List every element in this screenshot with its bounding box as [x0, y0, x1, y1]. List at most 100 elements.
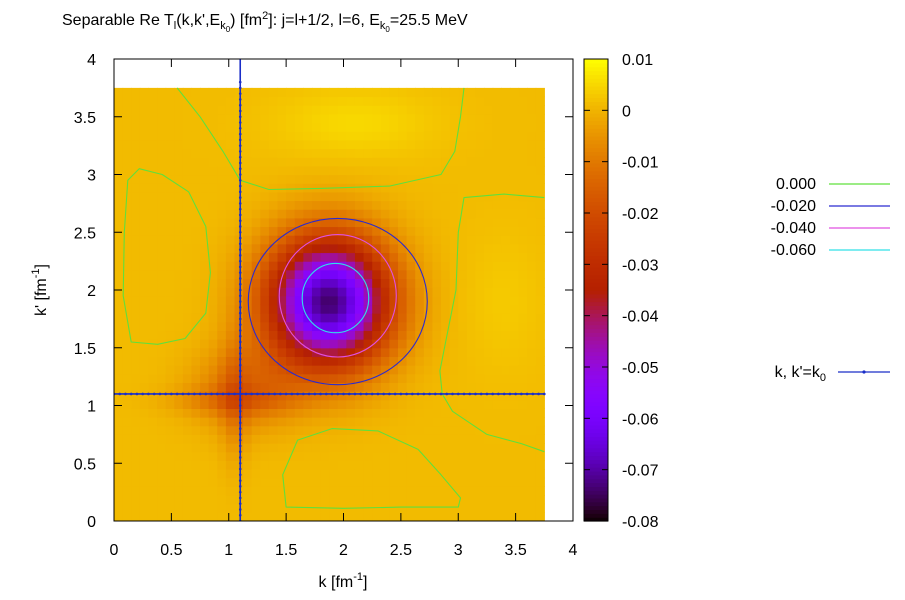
heatmap-cell [527, 321, 537, 332]
heatmap-cell [217, 295, 227, 306]
heatmap-cell [311, 425, 322, 435]
heatmap-cell [501, 313, 511, 323]
heatmap-cell [122, 356, 132, 366]
heatmap-cell [191, 295, 201, 306]
heatmap-cell [527, 96, 537, 106]
heatmap-cell [268, 451, 279, 461]
heatmap-cell [475, 347, 485, 358]
heatmap-cell [114, 183, 124, 193]
k0-point [238, 456, 242, 459]
heatmap-cell [320, 243, 330, 254]
heatmap-cell [286, 157, 296, 167]
heatmap-cell [303, 347, 313, 358]
heatmap-cell [466, 122, 477, 132]
heatmap-cell [432, 122, 442, 132]
heatmap-cell [492, 157, 502, 167]
heatmap-cell [423, 243, 434, 254]
heatmap-cell [501, 469, 511, 479]
heatmap-cell [260, 512, 270, 521]
k0-point [164, 392, 167, 396]
heatmap-cell [449, 287, 459, 297]
heatmap-cell [122, 330, 132, 340]
heatmap-cell [363, 477, 373, 487]
heatmap-cell [380, 434, 390, 444]
heatmap-cell [122, 382, 132, 392]
heatmap-cell [191, 347, 201, 358]
heatmap-cell [217, 157, 227, 167]
heatmap-cell [320, 235, 330, 245]
heatmap-cell [268, 243, 279, 254]
heatmap-cell [501, 347, 511, 358]
heatmap-cell [466, 451, 477, 461]
heatmap-cell [398, 512, 408, 521]
heatmap-cell [466, 391, 477, 401]
heatmap-cell [234, 209, 244, 219]
x-tick-label: 1.5 [275, 542, 297, 559]
heatmap-cell [182, 347, 193, 358]
k0-point [531, 392, 535, 396]
colorbar-cell [584, 320, 608, 326]
heatmap-cell [492, 512, 502, 521]
heatmap-cell [484, 330, 494, 340]
heatmap-cell [337, 174, 347, 184]
heatmap-cell [157, 365, 167, 375]
heatmap-cell [475, 295, 485, 306]
k0-point [388, 392, 391, 396]
heatmap-cell [217, 313, 227, 323]
heatmap-cell [535, 113, 545, 124]
heatmap-cell [182, 139, 193, 150]
heatmap-cell [157, 139, 167, 150]
k0-point [296, 392, 299, 396]
heatmap-cell [286, 87, 296, 98]
heatmap-cell [527, 373, 537, 383]
colorbar-cell [584, 301, 608, 306]
heatmap-cell [527, 408, 537, 418]
heatmap-cell [174, 399, 184, 409]
heatmap-cell [380, 217, 390, 228]
colorbar-cell [584, 428, 608, 434]
heatmap-cell [509, 391, 520, 401]
heatmap-cell [466, 304, 477, 314]
heatmap-cell [303, 365, 313, 375]
heatmap-cell [475, 87, 485, 98]
heatmap-cell [354, 87, 365, 98]
heatmap-cell [148, 261, 158, 271]
heatmap-cell [311, 365, 322, 375]
colorbar-tick-label: 0 [622, 103, 631, 120]
heatmap-cell [243, 105, 253, 115]
heatmap-cell [423, 200, 434, 210]
heatmap-cell [277, 304, 287, 314]
heatmap-cell [527, 165, 537, 176]
heatmap-cell [535, 174, 545, 184]
k0-point [284, 392, 288, 396]
heatmap-cell [354, 313, 365, 323]
heatmap-cell [122, 122, 132, 132]
heatmap-cell [320, 469, 330, 479]
heatmap-cell [131, 157, 141, 167]
heatmap-cell [380, 425, 390, 435]
heatmap-cell [363, 347, 373, 358]
heatmap-cell [441, 382, 451, 392]
k0-point [376, 392, 380, 396]
heatmap-cell [131, 512, 141, 521]
heatmap-cell [200, 122, 210, 132]
heatmap-cell [380, 261, 390, 271]
heatmap-cell [406, 209, 416, 219]
heatmap-cell [406, 278, 416, 288]
heatmap-cell [303, 269, 313, 280]
heatmap-cell [114, 139, 124, 150]
heatmap-cell [243, 96, 253, 106]
colorbar-cell [584, 436, 608, 441]
heatmap-cell [492, 295, 502, 306]
heatmap-cell [294, 174, 304, 184]
heatmap-cell [389, 321, 399, 332]
heatmap-cell [148, 417, 158, 427]
heatmap-cell [200, 503, 210, 513]
heatmap-cell [303, 157, 313, 167]
heatmap-cell [260, 139, 270, 150]
heatmap-cell [475, 139, 485, 150]
heatmap-cell [389, 287, 399, 297]
heatmap-cell [277, 477, 287, 487]
heatmap-cell [535, 339, 545, 349]
heatmap-cell [294, 269, 304, 280]
